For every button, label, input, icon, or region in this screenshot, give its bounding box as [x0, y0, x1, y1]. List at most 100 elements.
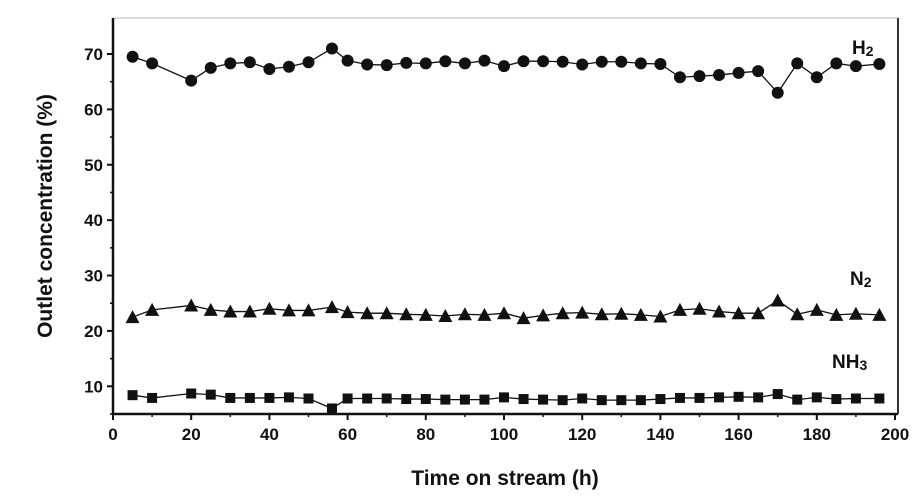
- data-point-NH3: [753, 392, 763, 402]
- data-point-NH3: [382, 393, 392, 403]
- x-tick-label: 140: [646, 425, 674, 444]
- x-tick-label: 100: [490, 425, 518, 444]
- data-point-NH3: [440, 395, 450, 405]
- data-point-H2: [459, 57, 471, 69]
- y-tick-label: 70: [84, 45, 103, 64]
- data-point-H2: [361, 59, 373, 71]
- data-point-NH3: [245, 393, 255, 403]
- x-tick-label: 40: [260, 425, 279, 444]
- x-tick-label: 0: [108, 425, 117, 444]
- data-point-N2: [771, 293, 785, 306]
- data-point-H2: [127, 51, 139, 63]
- data-point-H2: [326, 42, 338, 54]
- y-axis-label: Outlet concentration (%): [34, 94, 57, 338]
- data-point-H2: [635, 57, 647, 69]
- data-point-NH3: [577, 393, 587, 403]
- data-point-NH3: [812, 392, 822, 402]
- data-point-NH3: [362, 393, 372, 403]
- data-point-H2: [263, 63, 275, 75]
- data-point-H2: [283, 61, 295, 73]
- x-tick-label: 60: [338, 425, 357, 444]
- data-point-N2: [341, 305, 355, 318]
- y-tick-label: 40: [84, 211, 103, 230]
- data-point-NH3: [792, 395, 802, 405]
- data-point-NH3: [421, 394, 431, 404]
- data-point-H2: [772, 87, 784, 99]
- data-point-H2: [146, 57, 158, 69]
- data-point-NH3: [874, 393, 884, 403]
- data-point-N2: [126, 310, 140, 323]
- data-point-H2: [537, 55, 549, 67]
- data-point-H2: [596, 56, 608, 68]
- data-point-NH3: [186, 389, 196, 399]
- series-label-H2: H2: [852, 38, 874, 59]
- data-point-NH3: [519, 394, 529, 404]
- data-point-H2: [791, 57, 803, 69]
- series-label-NH3: NH3: [832, 352, 867, 373]
- data-point-H2: [654, 58, 666, 70]
- data-point-NH3: [558, 395, 568, 405]
- data-point-NH3: [264, 393, 274, 403]
- y-tick-label: 20: [84, 322, 103, 341]
- data-point-H2: [224, 57, 236, 69]
- x-tick-label: 120: [568, 425, 596, 444]
- data-point-H2: [830, 57, 842, 69]
- data-point-NH3: [695, 393, 705, 403]
- data-point-H2: [752, 65, 764, 77]
- data-point-H2: [498, 60, 510, 72]
- data-point-H2: [557, 56, 569, 68]
- data-point-NH3: [675, 393, 685, 403]
- data-point-H2: [733, 67, 745, 79]
- x-tick-label: 200: [881, 425, 909, 444]
- x-axis-label: Time on stream (h): [411, 467, 598, 490]
- data-point-NH3: [327, 403, 337, 413]
- data-point-H2: [694, 70, 706, 82]
- data-point-H2: [478, 55, 490, 67]
- data-point-H2: [615, 56, 627, 68]
- data-point-H2: [811, 71, 823, 83]
- data-point-H2: [674, 71, 686, 83]
- data-point-NH3: [734, 392, 744, 402]
- data-point-NH3: [616, 395, 626, 405]
- data-point-H2: [185, 75, 197, 87]
- data-point-N2: [693, 302, 707, 315]
- data-point-H2: [713, 69, 725, 81]
- data-point-H2: [381, 59, 393, 71]
- data-point-H2: [439, 55, 451, 67]
- x-tick-label: 180: [803, 425, 831, 444]
- data-point-H2: [244, 56, 256, 68]
- data-point-N2: [262, 302, 276, 315]
- y-tick-label: 60: [84, 100, 103, 119]
- data-point-H2: [303, 56, 315, 68]
- y-tick-label: 30: [84, 267, 103, 286]
- x-tick-label: 160: [724, 425, 752, 444]
- data-point-H2: [400, 57, 412, 69]
- x-tick-label: 80: [416, 425, 435, 444]
- data-point-NH3: [597, 395, 607, 405]
- data-point-H2: [576, 59, 588, 71]
- data-point-NH3: [304, 393, 314, 403]
- data-point-NH3: [636, 395, 646, 405]
- data-point-H2: [205, 62, 217, 74]
- data-point-NH3: [284, 392, 294, 402]
- data-point-H2: [873, 58, 885, 70]
- data-point-NH3: [147, 393, 157, 403]
- data-point-H2: [850, 60, 862, 72]
- data-point-NH3: [401, 394, 411, 404]
- data-point-N2: [849, 307, 863, 320]
- data-point-NH3: [479, 395, 489, 405]
- data-point-N2: [325, 300, 339, 313]
- data-point-H2: [518, 55, 530, 67]
- data-point-NH3: [714, 392, 724, 402]
- data-point-NH3: [499, 392, 509, 402]
- data-point-N2: [497, 306, 511, 319]
- y-tick-label: 10: [84, 377, 103, 396]
- x-tick-label: 20: [182, 425, 201, 444]
- data-point-H2: [342, 55, 354, 67]
- data-point-N2: [810, 303, 824, 316]
- data-point-NH3: [343, 393, 353, 403]
- data-point-N2: [184, 298, 198, 311]
- data-point-NH3: [655, 394, 665, 404]
- data-point-NH3: [460, 395, 470, 405]
